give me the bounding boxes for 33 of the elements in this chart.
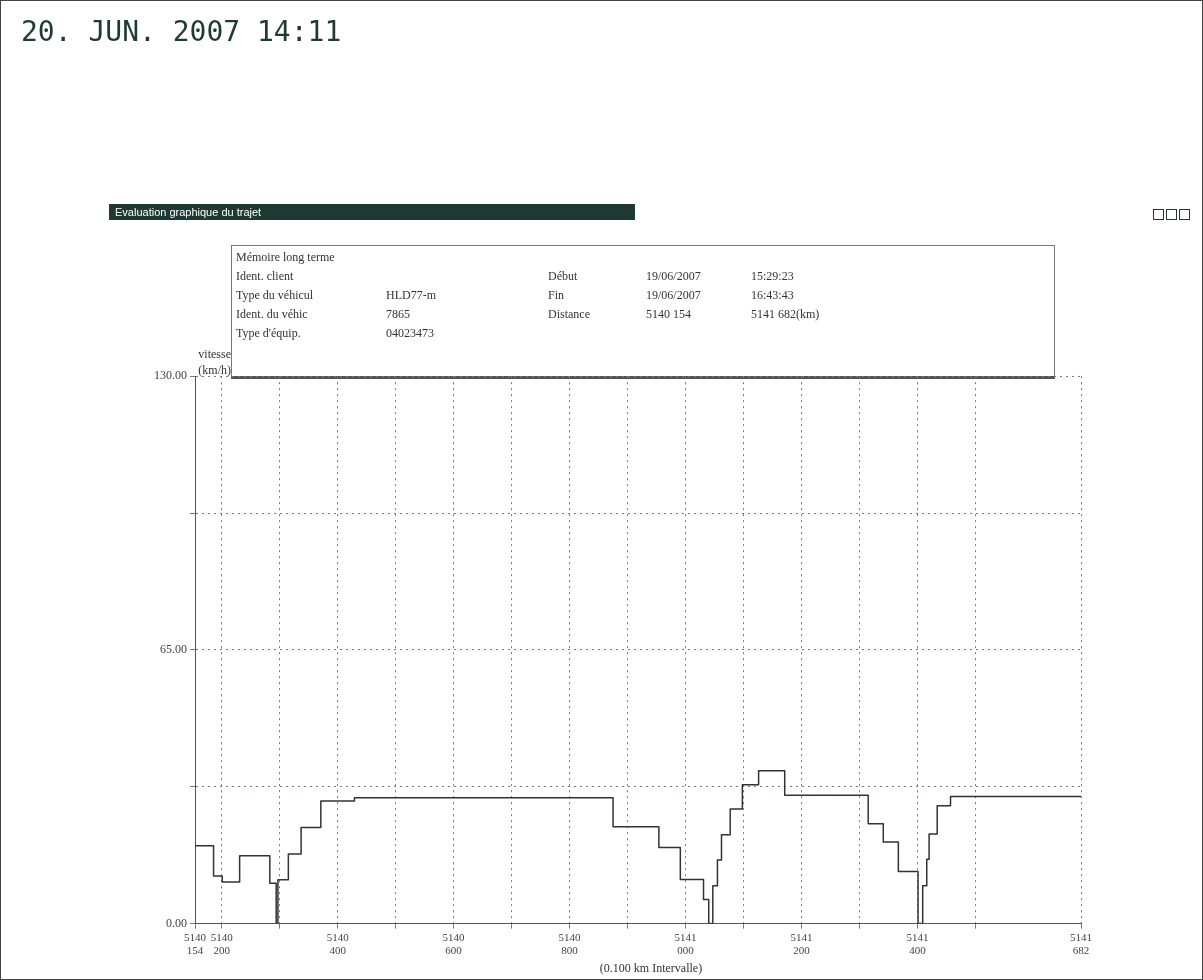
text: 19/06/2007 bbox=[646, 269, 701, 284]
text: 04023473 bbox=[386, 326, 434, 341]
text: Début bbox=[548, 269, 578, 284]
chart-subtitle: 20. JUN. 2007 14:11 bbox=[21, 15, 342, 48]
x-axis-title: (0.100 km Intervalle) bbox=[598, 961, 704, 976]
x-tick-label: 5140 600 bbox=[442, 931, 466, 957]
text: Distance bbox=[548, 307, 590, 322]
text: Ident. du véhic bbox=[236, 307, 308, 322]
text: Type du véhicul bbox=[236, 288, 314, 303]
text: 16:43:43 bbox=[751, 288, 794, 303]
y-axis-title: vitesse (km/h) bbox=[198, 347, 231, 377]
text: 5141 682(km) bbox=[751, 307, 820, 322]
text: 19/06/2007 bbox=[646, 288, 701, 303]
text: Ident. client bbox=[236, 269, 294, 284]
x-tick-label: 5141 682 bbox=[1070, 931, 1092, 957]
text: Mémoire long terme bbox=[236, 250, 335, 265]
text: Fin bbox=[548, 288, 565, 303]
y-tick-label: 130.00 bbox=[154, 368, 187, 383]
y-tick-label: 65.00 bbox=[160, 642, 187, 657]
y-tick-label: 0.00 bbox=[166, 915, 187, 930]
x-tick-label: 5141 200 bbox=[790, 931, 813, 957]
x-tick-label: 5141 400 bbox=[906, 931, 929, 957]
text: 5140 154 bbox=[646, 307, 691, 322]
x-tick-label: 5140 800 bbox=[558, 931, 582, 957]
text: HLD77-m bbox=[386, 288, 436, 303]
text: 7865 bbox=[386, 307, 410, 322]
chart-title: Evaluation graphique du trajet bbox=[109, 204, 635, 220]
x-tick-label: 5140 154 bbox=[184, 931, 207, 957]
x-tick-label: 5140 400 bbox=[326, 931, 350, 957]
x-tick-label: 5141 000 bbox=[674, 931, 697, 957]
text: 15:29:23 bbox=[751, 269, 794, 284]
text: Type d'équip. bbox=[236, 326, 301, 341]
x-tick-label: 5140 200 bbox=[210, 931, 234, 957]
